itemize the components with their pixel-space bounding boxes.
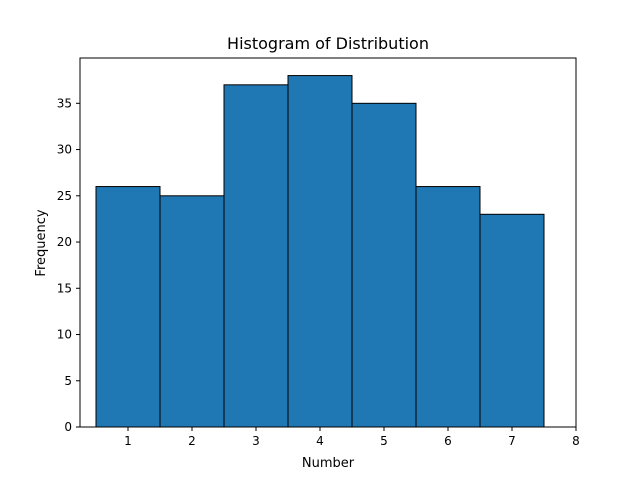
histogram-bar [95, 186, 161, 428]
x-axis-label: Number [302, 456, 355, 471]
x-tick-label: 8 [572, 434, 580, 448]
y-tick-label: 15 [57, 281, 72, 295]
histogram-bar [479, 213, 545, 428]
x-tick-label: 1 [124, 434, 132, 448]
y-tick-label: 20 [57, 235, 72, 249]
x-tick-label: 3 [252, 434, 260, 448]
x-tick-label: 5 [380, 434, 388, 448]
y-tick-label: 10 [57, 328, 72, 342]
y-axis-label: Frequency [34, 209, 49, 276]
x-axis-ticks: 1 2 3 4 5 6 7 8 [124, 427, 580, 448]
histogram-bar [287, 75, 353, 428]
histogram-bar [223, 84, 289, 428]
histogram-bar [415, 186, 481, 428]
y-tick-label: 5 [64, 374, 72, 388]
x-tick-label: 7 [508, 434, 516, 448]
y-tick-label: 30 [57, 143, 72, 157]
x-tick-label: 6 [444, 434, 452, 448]
bars [95, 75, 545, 428]
x-tick-label: 4 [316, 434, 324, 448]
histogram-bar [159, 195, 225, 428]
chart-title: Histogram of Distribution [227, 34, 429, 53]
histogram-bar [351, 102, 417, 428]
y-tick-label: 25 [57, 189, 72, 203]
y-axis-ticks: 0 5 10 15 20 25 30 35 [57, 96, 80, 434]
y-tick-label: 35 [57, 96, 72, 110]
y-tick-label: 0 [64, 420, 72, 434]
x-tick-label: 2 [188, 434, 196, 448]
